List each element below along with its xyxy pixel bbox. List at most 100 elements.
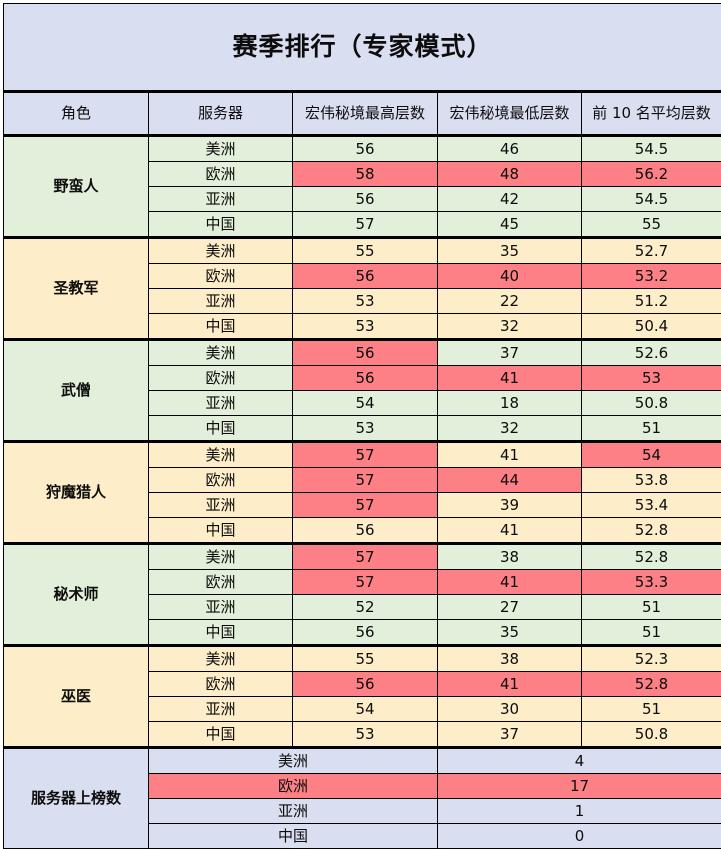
server-name-cell: 中国: [149, 416, 293, 442]
avg-tier-cell: 50.8: [582, 391, 721, 416]
min-tier-cell: 41: [438, 518, 582, 544]
avg-tier-cell: 50.4: [582, 314, 721, 340]
avg-tier-cell: 53.8: [582, 468, 721, 493]
column-header-server: 服务器: [149, 92, 293, 136]
footer-count-cell: 1: [438, 799, 721, 824]
server-name-cell: 欧洲: [149, 570, 293, 595]
max-tier-cell: 57: [293, 544, 438, 570]
avg-tier-cell: 52.8: [582, 672, 721, 697]
max-tier-cell: 53: [293, 416, 438, 442]
max-tier-cell: 56: [293, 366, 438, 391]
avg-tier-cell: 52.8: [582, 544, 721, 570]
min-tier-cell: 35: [438, 620, 582, 646]
role-name-cell: 巫医: [4, 646, 149, 748]
min-tier-cell: 40: [438, 264, 582, 289]
min-tier-cell: 38: [438, 544, 582, 570]
max-tier-cell: 56: [293, 340, 438, 366]
avg-tier-cell: 54.5: [582, 187, 721, 212]
footer-server-cell: 欧洲: [149, 774, 438, 799]
min-tier-cell: 41: [438, 570, 582, 595]
max-tier-cell: 53: [293, 722, 438, 748]
server-name-cell: 中国: [149, 314, 293, 340]
max-tier-cell: 56: [293, 620, 438, 646]
min-tier-cell: 37: [438, 722, 582, 748]
max-tier-cell: 53: [293, 314, 438, 340]
max-tier-cell: 57: [293, 212, 438, 238]
min-tier-cell: 44: [438, 468, 582, 493]
column-header-min: 宏伟秘境最低层数: [438, 92, 582, 136]
server-name-cell: 美洲: [149, 340, 293, 366]
season-ranking-table: 赛季排行（专家模式） 角色 服务器 宏伟秘境最高层数 宏伟秘境最低层数 前 10…: [3, 3, 721, 849]
server-name-cell: 亚洲: [149, 595, 293, 620]
max-tier-cell: 53: [293, 289, 438, 314]
min-tier-cell: 35: [438, 238, 582, 264]
min-tier-cell: 41: [438, 366, 582, 391]
min-tier-cell: 37: [438, 340, 582, 366]
min-tier-cell: 42: [438, 187, 582, 212]
min-tier-cell: 27: [438, 595, 582, 620]
min-tier-cell: 30: [438, 697, 582, 722]
server-name-cell: 亚洲: [149, 187, 293, 212]
avg-tier-cell: 52.6: [582, 340, 721, 366]
server-name-cell: 欧洲: [149, 162, 293, 187]
server-name-cell: 中国: [149, 620, 293, 646]
footer-count-cell: 0: [438, 824, 721, 849]
avg-tier-cell: 51: [582, 595, 721, 620]
avg-tier-cell: 52.7: [582, 238, 721, 264]
server-name-cell: 欧洲: [149, 264, 293, 289]
avg-tier-cell: 51: [582, 697, 721, 722]
column-header-role: 角色: [4, 92, 149, 136]
role-name-cell: 狩魔猎人: [4, 442, 149, 544]
server-name-cell: 亚洲: [149, 697, 293, 722]
column-header-max: 宏伟秘境最高层数: [293, 92, 438, 136]
avg-tier-cell: 53: [582, 366, 721, 391]
max-tier-cell: 52: [293, 595, 438, 620]
avg-tier-cell: 53.4: [582, 493, 721, 518]
max-tier-cell: 54: [293, 391, 438, 416]
column-header-avg: 前 10 名平均层数: [582, 92, 721, 136]
server-name-cell: 欧洲: [149, 468, 293, 493]
server-name-cell: 中国: [149, 212, 293, 238]
max-tier-cell: 56: [293, 264, 438, 289]
max-tier-cell: 57: [293, 468, 438, 493]
max-tier-cell: 55: [293, 646, 438, 672]
server-name-cell: 亚洲: [149, 391, 293, 416]
avg-tier-cell: 55: [582, 212, 721, 238]
server-name-cell: 亚洲: [149, 289, 293, 314]
server-name-cell: 欧洲: [149, 672, 293, 697]
max-tier-cell: 56: [293, 672, 438, 697]
avg-tier-cell: 51: [582, 620, 721, 646]
server-name-cell: 欧洲: [149, 366, 293, 391]
avg-tier-cell: 51.2: [582, 289, 721, 314]
avg-tier-cell: 51: [582, 416, 721, 442]
min-tier-cell: 38: [438, 646, 582, 672]
min-tier-cell: 39: [438, 493, 582, 518]
min-tier-cell: 48: [438, 162, 582, 187]
role-name-cell: 武僧: [4, 340, 149, 442]
max-tier-cell: 57: [293, 570, 438, 595]
avg-tier-cell: 50.8: [582, 722, 721, 748]
max-tier-cell: 57: [293, 442, 438, 468]
spreadsheet-sheet: 赛季排行（专家模式） 角色 服务器 宏伟秘境最高层数 宏伟秘境最低层数 前 10…: [0, 0, 721, 758]
server-name-cell: 中国: [149, 722, 293, 748]
footer-count-cell: 17: [438, 774, 721, 799]
max-tier-cell: 54: [293, 697, 438, 722]
avg-tier-cell: 52.8: [582, 518, 721, 544]
footer-server-cell: 美洲: [149, 748, 438, 774]
avg-tier-cell: 53.2: [582, 264, 721, 289]
min-tier-cell: 41: [438, 442, 582, 468]
avg-tier-cell: 54.5: [582, 136, 721, 162]
max-tier-cell: 56: [293, 136, 438, 162]
footer-server-cell: 中国: [149, 824, 438, 849]
max-tier-cell: 56: [293, 187, 438, 212]
min-tier-cell: 18: [438, 391, 582, 416]
avg-tier-cell: 54: [582, 442, 721, 468]
min-tier-cell: 32: [438, 314, 582, 340]
min-tier-cell: 45: [438, 212, 582, 238]
max-tier-cell: 56: [293, 518, 438, 544]
